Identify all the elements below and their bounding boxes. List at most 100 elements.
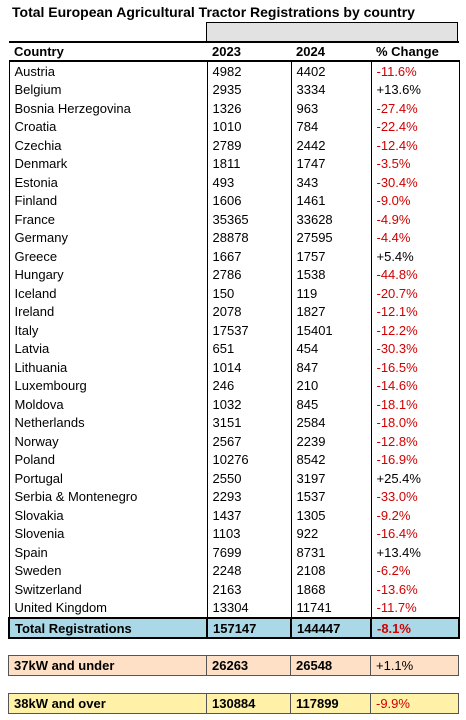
segment-change: -9.9% <box>370 693 459 714</box>
row-2024: 1868 <box>290 580 372 599</box>
row-2023: 1437 <box>206 506 292 525</box>
row-change: -12.8% <box>370 432 460 451</box>
row-country: Norway <box>8 432 208 451</box>
row-change: -16.4% <box>370 524 460 543</box>
row-change: -11.7% <box>370 598 460 618</box>
row-2023: 13304 <box>206 598 292 618</box>
segment-2024: 117899 <box>290 693 371 714</box>
row-country: Finland <box>8 191 208 210</box>
row-2024: 1538 <box>290 265 372 284</box>
table-row: Belgium 2935 3334 +13.6% <box>8 80 460 99</box>
segment-2024: 26548 <box>290 655 371 676</box>
table-row: Luxembourg 246 210 -14.6% <box>8 376 460 395</box>
row-2023: 1014 <box>206 358 292 377</box>
row-2024: 119 <box>290 284 372 303</box>
row-change: +25.4% <box>370 469 460 488</box>
row-2024: 3334 <box>290 80 372 99</box>
row-country: Germany <box>8 228 208 247</box>
header-shade <box>206 22 458 42</box>
row-country: Italy <box>8 321 208 340</box>
row-change: -16.5% <box>370 358 460 377</box>
row-country: Croatia <box>8 117 208 136</box>
row-2023: 651 <box>206 339 292 358</box>
row-country: Greece <box>8 247 208 266</box>
table-row: Estonia 493 343 -30.4% <box>8 173 460 192</box>
row-change: -9.0% <box>370 191 460 210</box>
row-change: -14.6% <box>370 376 460 395</box>
row-2024: 210 <box>290 376 372 395</box>
row-2023: 7699 <box>206 543 292 562</box>
row-country: Luxembourg <box>8 376 208 395</box>
table-row: Italy 17537 15401 -12.2% <box>8 321 460 340</box>
row-change: -20.7% <box>370 284 460 303</box>
row-change: -13.6% <box>370 580 460 599</box>
row-change: -9.2% <box>370 506 460 525</box>
total-2023: 157147 <box>206 617 292 639</box>
row-2023: 28878 <box>206 228 292 247</box>
row-2023: 1667 <box>206 247 292 266</box>
table-row: Moldova 1032 845 -18.1% <box>8 395 460 414</box>
row-2024: 2239 <box>290 432 372 451</box>
segment-change: +1.1% <box>370 655 459 676</box>
table-row: Ireland 2078 1827 -12.1% <box>8 302 460 321</box>
segment-label: 37kW and under <box>8 655 207 676</box>
row-2024: 454 <box>290 339 372 358</box>
row-country: Czechia <box>8 136 208 155</box>
row-2024: 27595 <box>290 228 372 247</box>
row-2024: 2584 <box>290 413 372 432</box>
row-country: United Kingdom <box>8 598 208 618</box>
row-country: Serbia & Montenegro <box>8 487 208 506</box>
row-change: +13.4% <box>370 543 460 562</box>
table-row: Bosnia Herzegovina 1326 963 -27.4% <box>8 99 460 118</box>
row-change: -6.2% <box>370 561 460 580</box>
segment-2023: 26263 <box>206 655 291 676</box>
row-change: -44.8% <box>370 265 460 284</box>
row-2024: 15401 <box>290 321 372 340</box>
row-country: Switzerland <box>8 580 208 599</box>
row-2024: 4402 <box>290 61 372 81</box>
row-change: -30.4% <box>370 173 460 192</box>
row-2023: 4982 <box>206 61 292 81</box>
row-change: -30.3% <box>370 339 460 358</box>
row-change: -4.4% <box>370 228 460 247</box>
row-change: -3.5% <box>370 154 460 173</box>
table-row: Greece 1667 1757 +5.4% <box>8 247 460 266</box>
registrations-table: Country 2023 2024 % Change Austria 4982 44… <box>8 41 460 639</box>
col-header-country: Country <box>9 41 207 62</box>
row-2024: 1537 <box>290 487 372 506</box>
row-2023: 2786 <box>206 265 292 284</box>
total-label: Total Registrations <box>8 617 208 639</box>
table-body: Austria 4982 4402 -11.6% Belgium 2935 3334 +13.… <box>8 61 460 618</box>
row-2023: 246 <box>206 376 292 395</box>
total-row: Total Registrations 157147 144447 -8.1% <box>8 617 460 639</box>
row-country: Sweden <box>8 561 208 580</box>
row-2023: 1010 <box>206 117 292 136</box>
row-change: -27.4% <box>370 99 460 118</box>
row-country: Moldova <box>8 395 208 414</box>
segment-over-38kw: 38kW and over 130884 117899 -9.9% <box>8 693 459 714</box>
table-row: Czechia 2789 2442 -12.4% <box>8 136 460 155</box>
row-2023: 2550 <box>206 469 292 488</box>
row-2023: 2248 <box>206 561 292 580</box>
row-2024: 963 <box>290 99 372 118</box>
table-row: Croatia 1010 784 -22.4% <box>8 117 460 136</box>
row-2024: 1747 <box>290 154 372 173</box>
row-2023: 17537 <box>206 321 292 340</box>
row-2023: 1606 <box>206 191 292 210</box>
row-country: Denmark <box>8 154 208 173</box>
table-row: United Kingdom 13304 11741 -11.7% <box>8 598 460 618</box>
row-change: -18.0% <box>370 413 460 432</box>
row-2023: 2789 <box>206 136 292 155</box>
row-2024: 8542 <box>290 450 372 469</box>
row-2024: 2442 <box>290 136 372 155</box>
row-country: Belgium <box>8 80 208 99</box>
row-change: -4.9% <box>370 210 460 229</box>
row-2024: 922 <box>290 524 372 543</box>
row-country: Slovakia <box>8 506 208 525</box>
table-row: Germany 28878 27595 -4.4% <box>8 228 460 247</box>
table-row: Iceland 150 119 -20.7% <box>8 284 460 303</box>
row-change: -22.4% <box>370 117 460 136</box>
col-header-2023: 2023 <box>207 41 291 62</box>
row-country: Latvia <box>8 339 208 358</box>
table-row: France 35365 33628 -4.9% <box>8 210 460 229</box>
